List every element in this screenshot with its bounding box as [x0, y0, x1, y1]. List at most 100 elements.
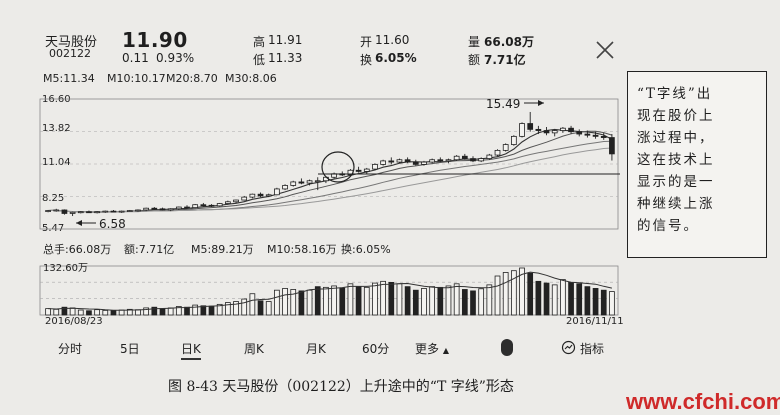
candle-body [77, 211, 84, 214]
volume-bar [339, 287, 346, 316]
volume-bar [331, 285, 337, 316]
low-label: 低 [253, 53, 266, 67]
axis-label-3: 11.04 [42, 157, 71, 168]
candle-body [208, 204, 215, 207]
ma30-line [48, 147, 612, 213]
low-arrow [76, 220, 96, 226]
note-line-3: 涨过程中， [637, 130, 715, 146]
indicator-label: 指标 [580, 342, 605, 356]
candle-body [257, 193, 264, 197]
toggle-dot-icon[interactable] [501, 339, 513, 356]
moving-average-lines [48, 128, 613, 213]
candle-body [192, 204, 199, 209]
volume-bar [257, 300, 264, 316]
current-price: 11.90 [122, 28, 188, 52]
candle-body [421, 161, 427, 165]
volume-bar [363, 286, 370, 316]
axis-label-max: 16.60 [42, 94, 71, 105]
ma20-line [48, 140, 612, 213]
volume-bar [502, 272, 509, 316]
volume-bar [159, 308, 166, 316]
candle-body [61, 209, 68, 214]
volume-bar [45, 308, 51, 316]
candle-body [200, 204, 207, 207]
candle-body [175, 206, 182, 210]
volume-bar [265, 301, 272, 316]
volume-value: 66.08万 [484, 35, 534, 49]
axis-label-4: 8.25 [42, 193, 65, 204]
candle-body [584, 133, 591, 136]
volume-bar [86, 310, 92, 316]
candle-body [233, 199, 239, 203]
low-marker-label: 6.58 [99, 217, 126, 231]
t-line-circle [321, 151, 355, 183]
candle-body [298, 181, 305, 184]
candle-body [609, 137, 615, 155]
candlesticks [45, 111, 615, 217]
caret-up-icon: ▲ [442, 346, 449, 355]
candle-body [184, 206, 190, 209]
price-change-pct: 0.93% [156, 51, 195, 65]
turnover-value: 6.05% [375, 51, 417, 65]
tab-intraday[interactable]: 分时 [58, 342, 83, 356]
ma20-label: M20:8.70 [166, 72, 218, 85]
candle-body [560, 127, 566, 131]
candle-body [355, 169, 362, 172]
candle-body [282, 185, 288, 190]
volume-bar [233, 301, 239, 316]
candle-body [453, 155, 460, 161]
volume-bar [94, 309, 100, 316]
tab-more-label: 更多 [415, 342, 440, 356]
volume-bar [282, 288, 288, 316]
candle-body [478, 158, 485, 162]
volume-bar [445, 285, 452, 316]
volume-bar [306, 289, 313, 316]
candle-body [445, 159, 452, 162]
volume-bar [494, 275, 501, 316]
amount-value: 7.71亿 [484, 53, 526, 67]
volume-bar [143, 307, 149, 316]
volume-label: 量 [468, 35, 481, 49]
date-end: 2016/11/11 [566, 316, 624, 327]
tab-60min[interactable]: 60分 [362, 342, 390, 356]
candle-body [118, 210, 125, 213]
candle-body [265, 194, 272, 197]
candle-body [404, 159, 411, 163]
turnover-label: 换 [360, 53, 373, 67]
volume-bar [77, 309, 84, 316]
candle-body [159, 208, 166, 211]
tab-weekly-k[interactable]: 周K [244, 342, 264, 356]
candle-body [314, 180, 321, 183]
stock-code: 002122 [49, 47, 91, 60]
volume-bar [592, 288, 599, 316]
note-line-1: “T字线”出 [637, 86, 713, 102]
candle-body [519, 123, 525, 137]
candle-body [461, 155, 468, 159]
figure-caption: 图 8-43 天马股份（002122）上升途中的“T 字线”形态 [168, 379, 514, 395]
volume-bar [429, 286, 435, 316]
price-change: 0.11 [122, 51, 149, 65]
note-line-5: 显示的是一 [637, 174, 715, 190]
candle-body [86, 211, 92, 214]
volume-bar [69, 307, 76, 316]
high-value: 11.91 [268, 33, 303, 47]
candle-body [306, 180, 313, 184]
candle-body [568, 127, 574, 133]
tab-5day[interactable]: 5日 [120, 342, 140, 356]
volume-bar [396, 283, 403, 316]
tab-daily-k[interactable]: 日K [181, 340, 201, 360]
indicator-button[interactable]: 指标 [561, 340, 604, 357]
note-line-6: 种继续上涨 [637, 196, 715, 212]
volume-bar [560, 279, 566, 316]
vol-axis-max: 132.60万 [43, 263, 88, 274]
volume-bar [102, 309, 109, 316]
close-icon[interactable] [594, 39, 616, 61]
volume-bar [225, 302, 231, 316]
volume-bar [453, 283, 460, 316]
tab-more[interactable]: 更多 ▲ [415, 340, 449, 357]
volume-bar [208, 305, 215, 316]
candle-body [94, 211, 100, 214]
tab-monthly-k[interactable]: 月K [306, 342, 326, 356]
candle-body [151, 207, 158, 210]
